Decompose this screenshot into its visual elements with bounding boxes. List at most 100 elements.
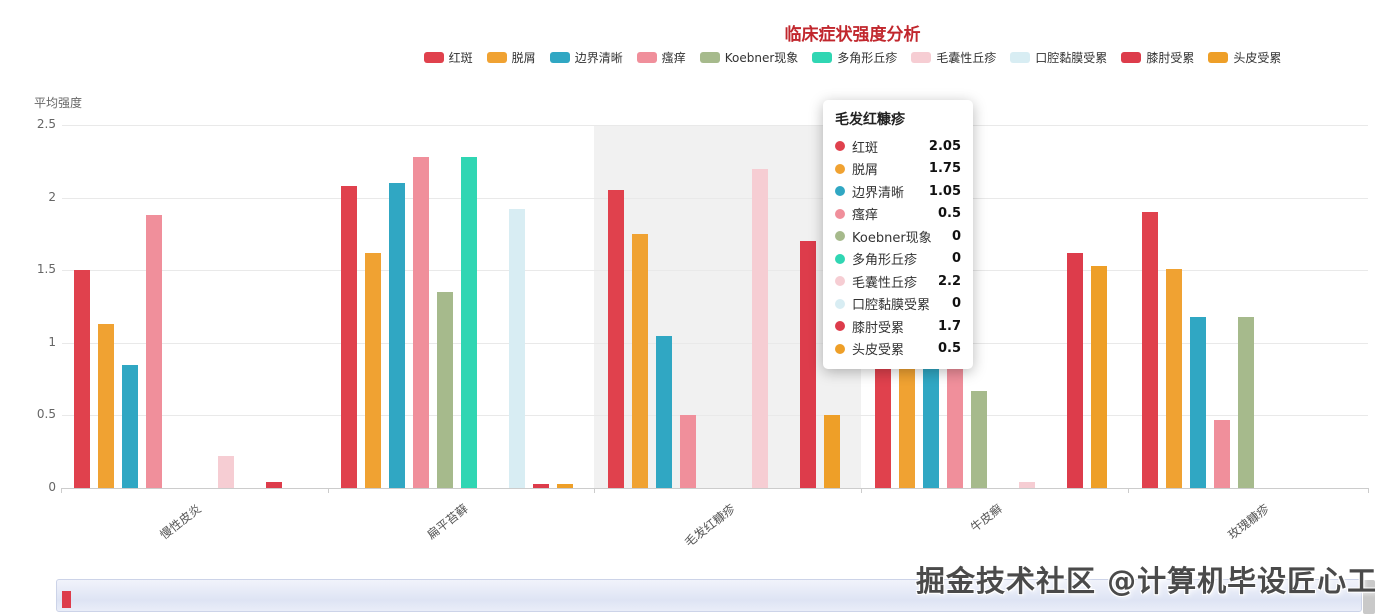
- series-dot-icon: [835, 231, 845, 242]
- tooltip-series-value: 0: [951, 228, 961, 244]
- legend: 红斑 脱屑 边界清晰 瘙痒 Koebner现象 多角形丘疹 毛囊性丘疹 口腔黏膜受累 膝肘受累 头…: [165, 49, 1375, 66]
- bar-膝肘受累-慢性皮炎[interactable]: [266, 482, 282, 488]
- legend-swatch-icon: [549, 52, 570, 63]
- bar-脱屑-毛发红糠疹[interactable]: [632, 234, 648, 488]
- bar-瘙痒-慢性皮炎[interactable]: [146, 215, 162, 488]
- bar-毛囊性丘疹-毛发红糠疹[interactable]: [752, 169, 768, 488]
- tooltip-row: 毛囊性丘疹 2.2: [835, 270, 961, 293]
- y-tick-label: 1.5: [36, 262, 56, 276]
- series-dot-icon: [835, 163, 845, 174]
- legend-label: 毛囊性丘疹: [936, 51, 997, 65]
- bar-红斑-玫瑰糠疹[interactable]: [1142, 212, 1158, 488]
- bar-头皮受累-牛皮癣[interactable]: [1091, 266, 1107, 488]
- legend-label: 边界清晰: [574, 51, 623, 65]
- chart-title: 临床症状强度分析: [784, 25, 921, 45]
- legend-item-瘙痒[interactable]: 瘙痒: [636, 49, 686, 66]
- x-axis-label-text: 慢性皮炎: [157, 501, 204, 543]
- tooltip-series-value: 0.5: [937, 341, 961, 357]
- legend-item-Koebner现象[interactable]: Koebner现象: [699, 49, 799, 66]
- legend-item-多角形丘疹[interactable]: 多角形丘疹: [812, 49, 897, 66]
- legend-item-边界清晰[interactable]: 边界清晰: [549, 49, 623, 66]
- bar-瘙痒-毛发红糠疹[interactable]: [680, 415, 696, 488]
- x-axis-tick: [861, 488, 862, 493]
- legend-item-毛囊性丘疹[interactable]: 毛囊性丘疹: [911, 49, 996, 66]
- legend-label: 膝肘受累: [1146, 51, 1195, 65]
- datazoom-slider[interactable]: [56, 579, 1362, 612]
- tooltip: 毛发红糠疹 红斑 2.05 脱屑 1.75 边界清晰 1.05 瘙痒 0.5 Koebner现象…: [823, 100, 973, 369]
- y-tick-label: 0.5: [36, 407, 56, 421]
- gridline: [62, 415, 1368, 416]
- legend-swatch-icon: [812, 52, 833, 63]
- bar-边界清晰-毛发红糠疹[interactable]: [656, 336, 672, 488]
- bar-膝肘受累-毛发红糠疹[interactable]: [800, 241, 816, 488]
- tooltip-row: 边界清晰 1.05: [835, 180, 961, 203]
- bar-红斑-毛发红糠疹[interactable]: [608, 190, 624, 488]
- tooltip-series-value: 0.5: [937, 206, 961, 222]
- bar-Koebner现象-玫瑰糠疹[interactable]: [1238, 317, 1254, 488]
- tooltip-row: 瘙痒 0.5: [835, 203, 961, 226]
- bar-毛囊性丘疹-牛皮癣[interactable]: [1019, 482, 1035, 488]
- tooltip-row: 脱屑 1.75: [835, 158, 961, 181]
- tooltip-series-label: 边界清晰: [852, 185, 905, 201]
- bar-脱屑-玫瑰糠疹[interactable]: [1166, 269, 1182, 488]
- x-axis-label-text: 扁平苔藓: [424, 501, 471, 543]
- bar-膝肘受累-牛皮癣[interactable]: [1067, 253, 1083, 488]
- legend-item-脱屑[interactable]: 脱屑: [486, 49, 536, 66]
- gridline: [62, 198, 1368, 199]
- legend-item-膝肘受累[interactable]: 膝肘受累: [1121, 49, 1194, 66]
- tooltip-row: 红斑 2.05: [835, 135, 961, 158]
- bar-Koebner现象-扁平苔藓[interactable]: [437, 292, 453, 488]
- bar-边界清晰-扁平苔藓[interactable]: [389, 183, 405, 488]
- legend-swatch-icon: [911, 52, 932, 63]
- bar-边界清晰-慢性皮炎[interactable]: [122, 365, 138, 488]
- bar-边界清晰-玫瑰糠疹[interactable]: [1190, 317, 1206, 488]
- tooltip-series-value: 1.05: [928, 183, 961, 199]
- legend-item-红斑[interactable]: 红斑: [423, 49, 473, 66]
- tooltip-title: 毛发红糠疹: [835, 112, 905, 128]
- gridline: [62, 270, 1368, 271]
- tooltip-row: 口腔黏膜受累 0: [835, 293, 961, 316]
- bar-口腔黏膜受累-扁平苔藓[interactable]: [509, 209, 525, 488]
- legend-item-头皮受累[interactable]: 头皮受累: [1208, 49, 1281, 66]
- x-axis-line: [62, 488, 1368, 489]
- legend-item-口腔黏膜受累[interactable]: 口腔黏膜受累: [1010, 49, 1107, 66]
- legend-label: Koebner现象: [724, 51, 799, 65]
- legend-swatch-icon: [1121, 52, 1142, 63]
- bar-头皮受累-扁平苔藓[interactable]: [557, 484, 573, 488]
- legend-swatch-icon: [486, 52, 507, 63]
- bar-脱屑-慢性皮炎[interactable]: [98, 324, 114, 488]
- tooltip-series-value: 2.2: [937, 273, 961, 289]
- x-axis-label-text: 毛发红糠疹: [681, 501, 738, 550]
- y-tick-label: 1: [48, 335, 56, 349]
- bar-瘙痒-玫瑰糠疹[interactable]: [1214, 420, 1230, 488]
- legend-swatch-icon: [423, 52, 444, 63]
- series-dot-icon: [835, 343, 845, 354]
- scrollbar[interactable]: [1363, 580, 1375, 614]
- legend-label: 口腔黏膜受累: [1035, 51, 1108, 65]
- series-dot-icon: [835, 186, 845, 197]
- tooltip-series-label: 膝肘受累: [852, 320, 905, 336]
- tooltip-series-value: 0: [951, 251, 961, 267]
- bar-脱屑-扁平苔藓[interactable]: [365, 253, 381, 488]
- bar-毛囊性丘疹-慢性皮炎[interactable]: [218, 456, 234, 488]
- tooltip-series-label: 多角形丘疹: [852, 253, 918, 269]
- series-dot-icon: [835, 298, 845, 309]
- bar-头皮受累-毛发红糠疹[interactable]: [824, 415, 840, 488]
- bar-膝肘受累-扁平苔藓[interactable]: [533, 484, 549, 488]
- bar-Koebner现象-牛皮癣[interactable]: [971, 391, 987, 488]
- x-axis-tick: [61, 488, 62, 493]
- bar-红斑-慢性皮炎[interactable]: [74, 270, 90, 488]
- x-axis-label: 毛发红糠疹: [588, 498, 738, 550]
- tooltip-series-label: Koebner现象: [852, 230, 932, 246]
- tooltip-series-label: 瘙痒: [852, 208, 879, 224]
- tooltip-series-value: 1.75: [928, 161, 961, 177]
- watermark: 掘金技术社区 @计算机毕设匠心工作室: [916, 564, 1375, 598]
- legend-swatch-icon: [1208, 52, 1229, 63]
- x-axis-tick: [594, 488, 595, 493]
- gridline: [62, 343, 1368, 344]
- bar-红斑-扁平苔藓[interactable]: [341, 186, 357, 488]
- bar-瘙痒-扁平苔藓[interactable]: [413, 157, 429, 488]
- x-axis-label-text: 牛皮癣: [967, 501, 1005, 535]
- bar-多角形丘疹-扁平苔藓[interactable]: [461, 157, 477, 488]
